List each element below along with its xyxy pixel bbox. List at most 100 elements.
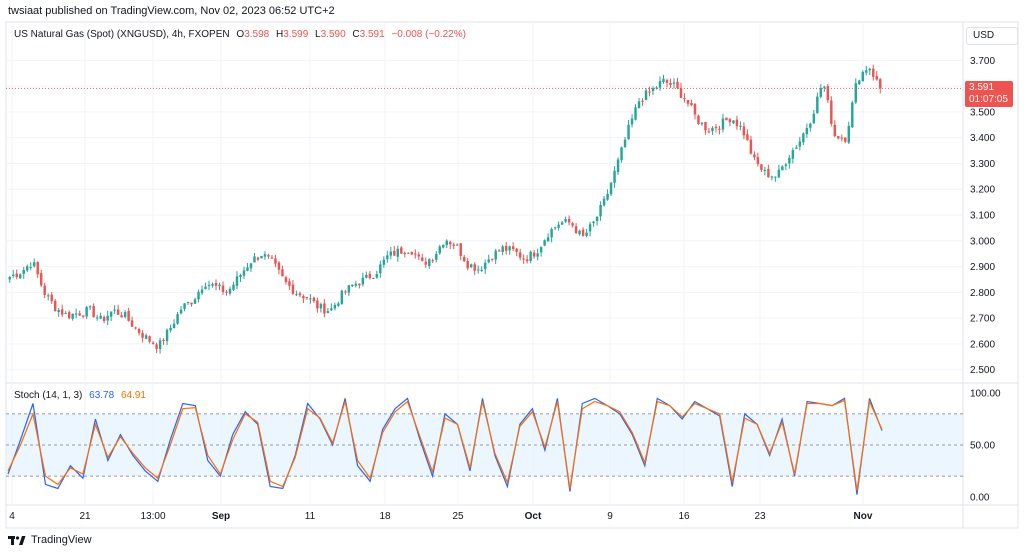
candle-body	[435, 253, 438, 260]
candle-body	[683, 98, 686, 100]
stoch-line-layer	[7, 397, 883, 495]
candle-body	[29, 266, 32, 268]
candle-body	[630, 118, 634, 125]
candle-body	[291, 284, 295, 294]
time-tick-label: 23	[754, 511, 766, 522]
low-value: 3.590	[320, 29, 346, 40]
candle-body	[46, 295, 50, 297]
candle-body	[784, 164, 788, 166]
candle-body	[81, 315, 85, 317]
candle-body	[774, 176, 777, 178]
candle-body	[214, 282, 218, 286]
stoch-tick-label: 100.00	[970, 389, 1001, 400]
candle-body	[679, 87, 683, 98]
candle-body	[802, 133, 805, 143]
candle-body	[19, 274, 22, 279]
candle-body	[662, 78, 665, 82]
candle-body	[442, 244, 445, 248]
candle-body	[92, 305, 95, 318]
candle-body	[172, 323, 176, 328]
candle-body	[469, 264, 473, 268]
candle-body	[875, 76, 878, 80]
candle-body	[155, 344, 158, 349]
candle-body	[749, 139, 753, 154]
candle-body	[309, 298, 312, 300]
candle-body	[809, 123, 812, 128]
candle-body	[305, 297, 309, 299]
candle-body	[781, 166, 784, 171]
price-tick-label: 2.700	[970, 314, 995, 325]
candle-body	[316, 300, 319, 309]
candle-body	[861, 71, 864, 82]
candle-body	[60, 309, 64, 315]
candle-body	[372, 277, 375, 279]
candle-body	[148, 336, 151, 342]
candle-body	[151, 342, 155, 345]
candle-body	[232, 284, 235, 290]
candle-body	[879, 79, 882, 89]
currency-button[interactable]: USD	[966, 27, 1018, 45]
candle-body	[609, 182, 613, 195]
time-tick-label: 11	[305, 511, 316, 522]
candle-body	[550, 228, 553, 238]
candle-body	[798, 141, 802, 147]
candle-body	[319, 304, 323, 309]
candle-body	[529, 251, 532, 261]
candle-body	[396, 248, 400, 257]
candle-body	[473, 264, 476, 271]
stoch-tick-label: 0.00	[970, 492, 990, 503]
time-tick-label: 9	[607, 511, 613, 522]
candle-body	[595, 216, 599, 222]
price-tick-label: 3.100	[970, 211, 995, 222]
candle-body	[368, 273, 372, 279]
change-value: −0.008 (−0.22%)	[391, 29, 466, 40]
candle-body	[74, 313, 78, 315]
stoch-title[interactable]: Stoch (14, 1, 3)	[14, 390, 83, 401]
candle-body	[193, 299, 197, 304]
candle-body	[22, 269, 25, 274]
candle-body	[693, 104, 697, 115]
candle-body	[826, 86, 830, 101]
candle-body	[176, 314, 179, 324]
candle-body	[382, 259, 386, 265]
candle-body	[410, 252, 414, 255]
candle-body	[8, 276, 11, 280]
candle-body	[592, 221, 595, 224]
price-tick-label: 2.800	[970, 288, 995, 299]
candle-body	[351, 284, 354, 287]
symbol-name[interactable]: US Natural Gas (Spot) (XNGUSD), 4h, FXOP…	[14, 29, 230, 40]
candle-body	[648, 91, 651, 93]
symbol-info-bar: US Natural Gas (Spot) (XNGUSD), 4h, FXOP…	[14, 29, 466, 40]
candle-body	[494, 250, 497, 260]
candle-body	[707, 131, 711, 133]
candle-body	[637, 101, 641, 108]
footer-brand[interactable]: TradingView	[8, 534, 92, 546]
candle-body	[557, 224, 560, 228]
candle-body	[858, 80, 861, 85]
candle-body	[711, 127, 714, 132]
candle-body	[127, 310, 130, 321]
candle-body	[581, 229, 585, 236]
candle-body	[323, 303, 326, 314]
candle-body	[407, 252, 410, 254]
candle-body	[414, 253, 417, 255]
candle-body	[431, 260, 434, 262]
price-tick-label: 3.500	[970, 107, 995, 118]
candle-body	[830, 100, 833, 124]
candle-body	[844, 137, 847, 142]
candle-body	[665, 80, 669, 83]
candle-body	[298, 293, 302, 296]
price-tick-label: 3.000	[970, 236, 995, 247]
candle-body	[847, 126, 851, 143]
candle-body	[851, 102, 854, 128]
candle-body	[718, 128, 721, 130]
candle-body	[508, 246, 511, 251]
candle-body	[32, 262, 36, 267]
high-value: 3.599	[283, 29, 309, 40]
candle-body	[64, 313, 67, 315]
candle-body	[725, 117, 728, 121]
price-tick-label: 3.400	[970, 133, 995, 144]
bar-countdown: 01:07:05	[969, 94, 1008, 105]
candle-body	[281, 269, 284, 277]
